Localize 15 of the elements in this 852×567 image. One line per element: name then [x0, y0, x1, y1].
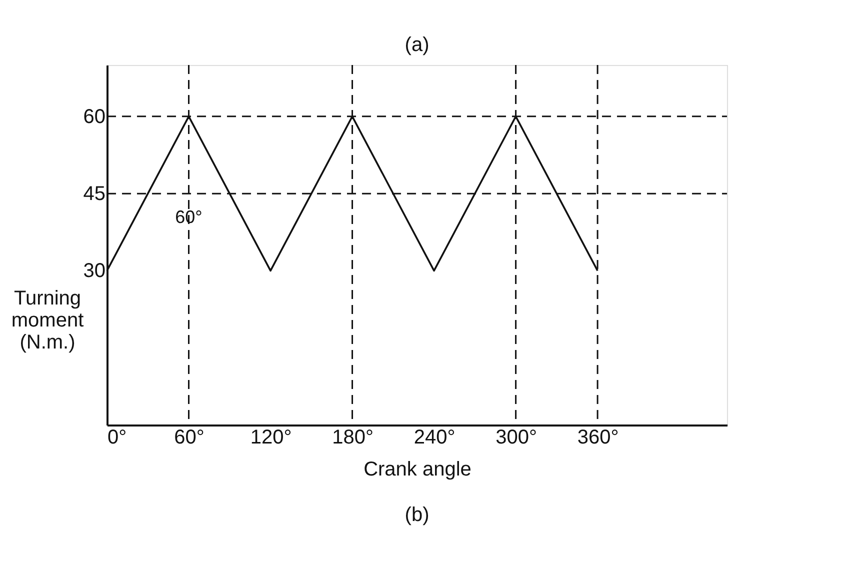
x-tick-label: 300° [496, 426, 537, 448]
y-tick-label: 45 [83, 183, 106, 206]
x-tick-label: 120° [250, 426, 292, 448]
text: (b) [404, 504, 430, 526]
x-tick-label: 60° [174, 426, 204, 448]
y-tick-label: 30 [83, 260, 106, 282]
annotation: 60° [175, 207, 202, 227]
x-tick-label: 360° [577, 426, 619, 448]
y-tick-label: 60 [83, 106, 106, 128]
y-axis-title: Turning moment (N.m.) [11, 288, 84, 354]
x-tick-label: 180° [332, 426, 374, 448]
x-axis-title: Crank angle [364, 458, 472, 480]
text: (a) [404, 34, 430, 56]
x-tick-label: 0° [108, 426, 127, 448]
x-tick-label: 240° [414, 426, 456, 448]
